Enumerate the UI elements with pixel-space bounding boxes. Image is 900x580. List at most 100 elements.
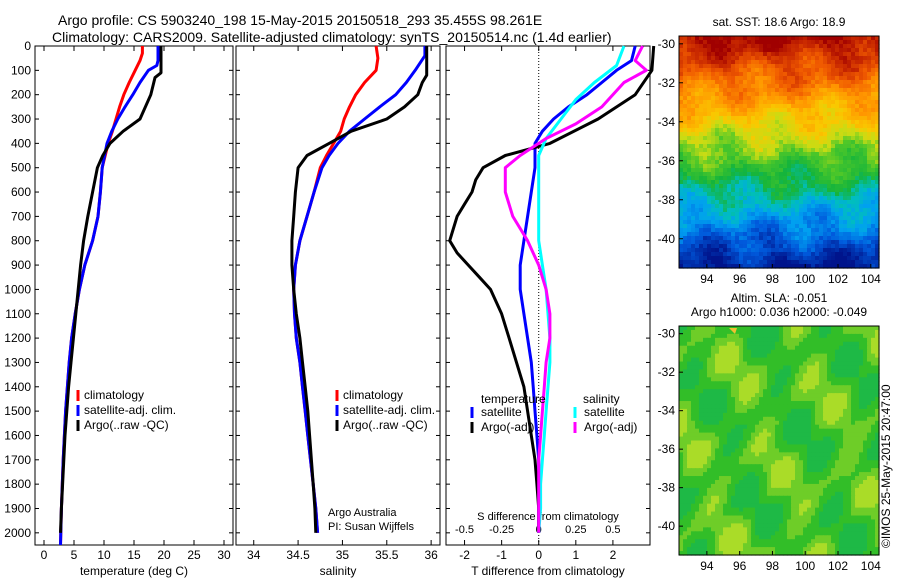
map-cell — [823, 80, 828, 85]
map-cell — [839, 464, 844, 469]
map-cell — [835, 437, 840, 442]
map-cell — [727, 60, 732, 65]
map-cell — [779, 256, 784, 261]
map-cell — [811, 252, 816, 257]
map-cell — [839, 377, 844, 382]
map-cell — [807, 200, 812, 205]
map-cell — [799, 88, 804, 93]
map-cell — [735, 56, 740, 61]
map-cell — [803, 144, 808, 149]
map-cell — [747, 176, 752, 181]
map-cell — [695, 112, 700, 117]
map-cell — [683, 60, 688, 65]
map-cell — [831, 456, 836, 461]
map-cell — [863, 52, 868, 57]
map-cell — [691, 441, 696, 446]
map-cell — [839, 68, 844, 73]
map-cell — [711, 68, 716, 73]
map-cell — [771, 208, 776, 213]
map-cell — [695, 409, 700, 414]
map-cell — [679, 116, 684, 121]
y-tick-label: 1700 — [4, 453, 31, 467]
map-cell — [735, 260, 740, 265]
map-cell — [807, 144, 812, 149]
map-cell — [819, 409, 824, 414]
map-cell — [775, 168, 780, 173]
map-cell — [759, 385, 764, 390]
map-cell — [779, 136, 784, 141]
map-cell — [691, 64, 696, 69]
map-cell — [855, 60, 860, 65]
map-cell — [763, 365, 768, 370]
map-cell — [823, 389, 828, 394]
map-cell — [851, 248, 856, 253]
map-cell — [735, 441, 740, 446]
map-cell — [711, 76, 716, 81]
map-cell — [795, 192, 800, 197]
map-cell — [815, 240, 820, 245]
map-cell — [859, 433, 864, 438]
map-cell — [723, 220, 728, 225]
map-cell — [775, 425, 780, 430]
map-cell — [767, 104, 772, 109]
map-cell — [727, 72, 732, 77]
map-cell — [867, 365, 872, 370]
annotation-text: PI: Susan Wijffels — [328, 521, 414, 533]
map-cell — [835, 44, 840, 49]
map-cell — [775, 444, 780, 449]
map-cell — [759, 405, 764, 410]
map-cell — [703, 456, 708, 461]
map-cell — [755, 373, 760, 378]
map-cell — [711, 444, 716, 449]
map-cell — [839, 208, 844, 213]
map-cell — [855, 192, 860, 197]
x-tick-label: 36 — [424, 548, 438, 562]
map-cell — [755, 128, 760, 133]
map-cell — [683, 369, 688, 374]
map-cell — [831, 116, 836, 121]
map-cell — [727, 425, 732, 430]
map-cell — [807, 92, 812, 97]
map-cell — [703, 326, 708, 331]
map-cell — [799, 252, 804, 257]
map-cell — [747, 468, 752, 473]
map-cell — [723, 48, 728, 53]
map-cell — [719, 212, 724, 217]
map-cell — [739, 116, 744, 121]
map-cell — [715, 346, 720, 351]
map-cell — [775, 369, 780, 374]
map-cell — [843, 417, 848, 422]
map-cell — [767, 224, 772, 229]
map-cell — [719, 196, 724, 201]
panel-difference: -2 -1 0 1 2T difference from climatology-0.5… — [446, 46, 654, 578]
map-cell — [835, 52, 840, 57]
map-cell — [847, 448, 852, 453]
map-cell — [703, 52, 708, 57]
map-cell — [843, 204, 848, 209]
map-cell — [835, 256, 840, 261]
map-cell — [731, 68, 736, 73]
map-cell — [799, 346, 804, 351]
map-cell — [791, 413, 796, 418]
map-cell — [751, 52, 756, 57]
map-cell — [831, 362, 836, 367]
map-cell — [847, 188, 852, 193]
map-cell — [791, 232, 796, 237]
map-cell — [763, 176, 768, 181]
map-cell — [719, 381, 724, 386]
map-cell — [795, 248, 800, 253]
map-cell — [783, 369, 788, 374]
map-cell — [871, 240, 876, 245]
map-cell — [831, 369, 836, 374]
map-cell — [827, 148, 832, 153]
map-cell — [863, 456, 868, 461]
map-cell — [707, 385, 712, 390]
map-cell — [679, 252, 684, 257]
map-cell — [695, 156, 700, 161]
map-cell — [779, 401, 784, 406]
map-cell — [835, 397, 840, 402]
map-cell — [811, 389, 816, 394]
map-cell — [679, 260, 684, 265]
map-cell — [743, 180, 748, 185]
map-cell — [819, 224, 824, 229]
